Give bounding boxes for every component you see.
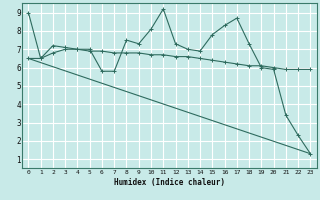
X-axis label: Humidex (Indice chaleur): Humidex (Indice chaleur) [114, 178, 225, 187]
